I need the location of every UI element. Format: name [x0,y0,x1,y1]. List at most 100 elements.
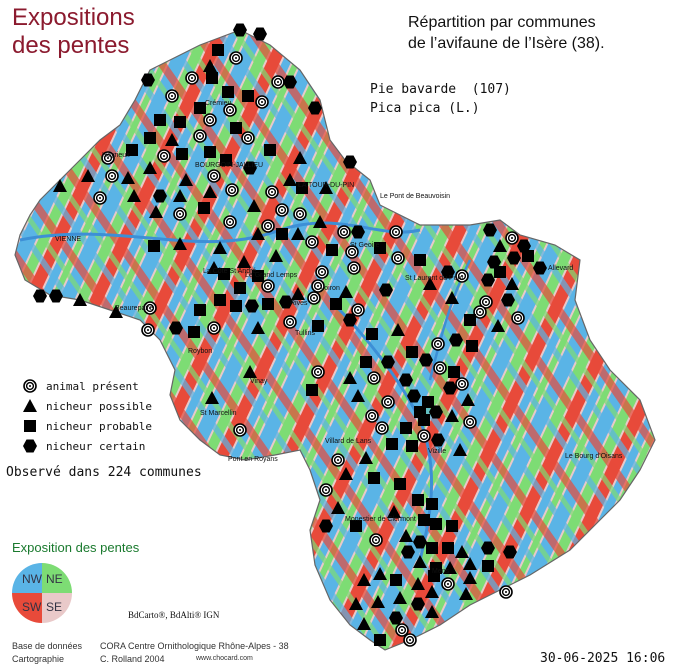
present-marker [207,169,221,183]
town-label: St Geoire [350,242,380,249]
probable-marker [374,634,386,646]
species-block: Pie bavarde (107) Pica pica (L.) [370,80,511,118]
legend-label: nicheur possible [46,399,152,413]
town-label: Villard de Lans [325,438,372,445]
heading-line1: Répartition par communes [408,14,596,31]
present-marker [275,203,289,217]
town-label: La Côte St André [203,268,257,275]
probable-marker [194,304,206,316]
present-marker [225,183,239,197]
present-marker [319,483,333,497]
town-label: Le Pont de Beauvoisin [380,193,451,200]
present-marker [417,429,431,443]
probable-marker [174,116,186,128]
legend-label: nicheur certain [46,439,146,453]
legend-item-probable: nicheur probable [22,416,152,436]
probable-marker [306,384,318,396]
map-title: Expositions des pentes [12,4,135,60]
present-marker [375,421,389,435]
website-link[interactable]: www.chocard.com [196,655,253,662]
square-icon [24,420,36,432]
rose-label-se: SE [46,600,63,614]
probable-marker [144,132,156,144]
town-label: BOURGOIN-JALLIEU [195,162,264,169]
present-marker [241,131,255,145]
present-marker [265,185,279,199]
probable-marker [386,438,398,450]
species-latin-name: Pica pica (L.) [370,101,480,116]
probable-marker [464,314,476,326]
probable-marker [466,340,478,352]
probable-marker [482,560,494,572]
probable-marker [212,44,224,56]
present-marker [305,235,319,249]
rose-label-ne: NE [46,572,63,586]
probable-marker [360,356,372,368]
town-label: St Laurent du Pont [405,275,464,282]
db-value: CORA Centre Ornithologique Rhône-Alpes -… [100,641,289,651]
present-marker [367,371,381,385]
present-marker [347,261,361,275]
legend-item-possible: nicheur possible [22,396,152,416]
present-marker [441,577,455,591]
render-date: 30-06-2025 16:06 [540,651,666,666]
town-label: Monestier de Clermont [345,516,416,523]
rose-se [42,593,72,623]
probable-marker [442,542,454,554]
town-label: Pont en Royans [228,456,278,463]
present-marker [505,231,519,245]
town-label: Le Bourg d'Oisans [565,453,623,460]
exposition-title: Exposition des pentes [12,540,140,555]
present-marker [315,265,329,279]
rose-label-nw: NW [22,572,42,586]
town-label: Vinay [250,378,268,385]
present-marker [261,219,275,233]
present-marker [255,95,269,109]
probable-marker [188,326,200,338]
probable-marker [176,148,188,160]
present-marker [499,585,513,599]
rose-ne [42,563,72,593]
town-label: Beaurepaire [115,305,154,312]
present-marker [165,89,179,103]
hexagon-icon [23,439,37,453]
present-marker [369,533,383,547]
present-marker [381,395,395,409]
present-marker [365,409,379,423]
town-label: Voiron [320,285,340,292]
town-label: Mens [432,568,450,575]
probable-marker [414,254,426,266]
probable-marker [406,440,418,452]
probable-marker [368,472,380,484]
town-label: VIENNE [55,236,82,243]
map-title-line1: Expositions [12,4,135,31]
probable-marker [148,240,160,252]
probable-marker [230,300,242,312]
present-marker [105,169,119,183]
rose-nw [12,563,42,593]
probable-marker [234,282,246,294]
town-label: LA TOUR-DU-PIN [298,182,355,189]
probable-marker [418,414,430,426]
present-marker [233,423,247,437]
probable-marker [262,298,274,310]
probable-marker [400,422,412,434]
present-marker [193,129,207,143]
probable-marker [430,518,442,530]
probable-marker [230,122,242,134]
town-label: Heyrieux [102,152,130,159]
legend: animal présent nicheur possible nicheur … [22,376,152,456]
present-marker [157,149,171,163]
map-heading: Répartition par communes de l’avifaune d… [408,12,605,54]
present-marker [455,377,469,391]
probable-marker [326,244,338,256]
present-marker [173,207,187,221]
present-marker [93,191,107,205]
present-marker [395,623,409,637]
legend-label: nicheur probable [46,419,152,433]
rose-label-sw: SW [22,600,42,614]
present-marker [207,321,221,335]
town-label: Tullins [295,330,315,337]
town-label: Le Grand Lemps [245,272,298,279]
